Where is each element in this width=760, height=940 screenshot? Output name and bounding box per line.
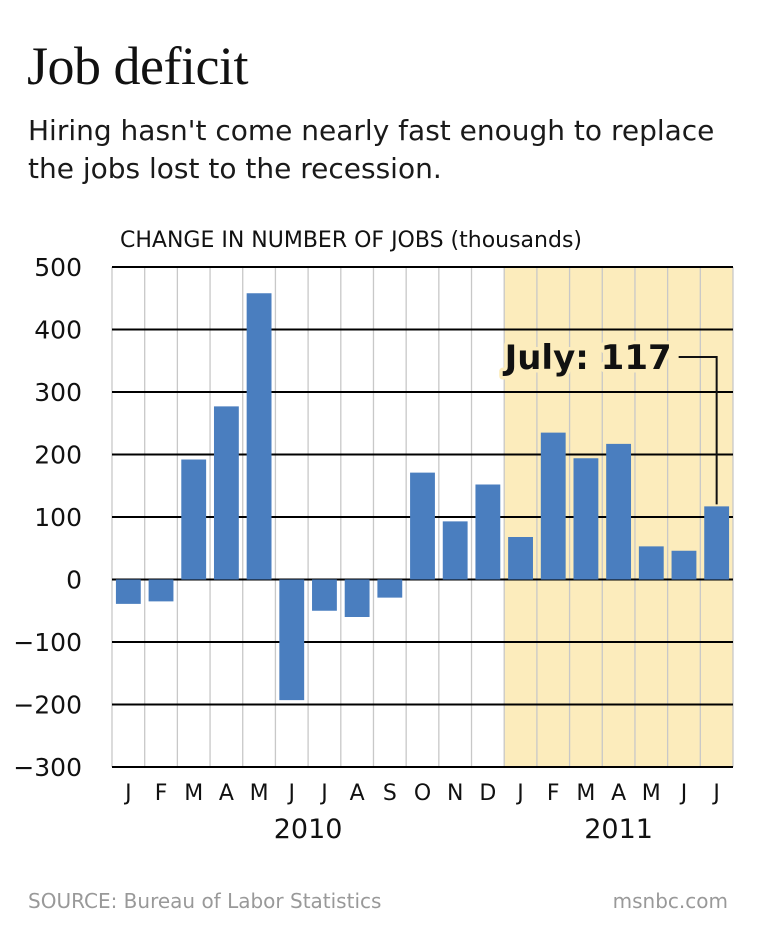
bar (606, 443, 632, 580)
x-tick-label: A (350, 781, 365, 806)
x-tick-label: A (219, 781, 234, 806)
x-tick-label: J (123, 781, 132, 806)
y-tick-label: 400 (34, 316, 82, 345)
x-tick-label: J (711, 781, 720, 806)
bar (573, 458, 599, 580)
x-tick-label: M (642, 781, 661, 806)
bar (475, 484, 501, 580)
bar (312, 579, 337, 611)
x-tick-label: F (547, 781, 560, 806)
bar (246, 293, 272, 580)
brand-credit: msnbc.com (612, 889, 728, 913)
chart-subtitle: Hiring hasn't come nearly fast enough to… (28, 114, 715, 185)
x-tick-label: J (515, 781, 524, 806)
bar (279, 579, 305, 701)
bar (638, 546, 664, 580)
bar (213, 406, 239, 580)
x-tick-label: M (250, 781, 269, 806)
bar (344, 579, 370, 617)
bar (115, 579, 141, 604)
y-tick-label: −200 (13, 691, 82, 720)
bar (181, 459, 207, 580)
x-tick-label: M (184, 781, 203, 806)
x-tick-label: S (383, 781, 397, 806)
bar (377, 579, 403, 598)
bar-layer (115, 293, 730, 701)
annotation-label: July: 117 (503, 338, 672, 378)
y-axis-label: CHANGE IN NUMBER OF JOBS (thousands) (120, 228, 582, 253)
y-tick-label: 200 (34, 441, 82, 470)
y-tick-label: 500 (34, 253, 82, 282)
y-tick-label: 0 (66, 566, 82, 595)
bar (671, 550, 697, 580)
y-tick-label: 100 (34, 503, 82, 532)
y-tick-label: 300 (34, 378, 82, 407)
bar (540, 432, 566, 580)
bar (410, 472, 435, 580)
x-tick-label: J (679, 781, 688, 806)
x-tick-label: F (155, 781, 168, 806)
source-note: SOURCE: Bureau of Labor Statistics (28, 889, 382, 913)
x-tick-label: A (611, 781, 626, 806)
x-tick-label: O (414, 781, 431, 806)
bar (442, 521, 468, 580)
chart-title: Job deficit (27, 36, 248, 96)
x-tick-label: J (319, 781, 328, 806)
annotation-leader-line (678, 356, 718, 505)
year-label: 2011 (584, 814, 653, 845)
bar (148, 579, 174, 602)
x-tick-label: D (479, 781, 496, 806)
x-tick-label: M (576, 781, 595, 806)
year-label: 2010 (274, 814, 343, 845)
y-tick-label: −300 (13, 753, 82, 782)
bar (508, 537, 533, 580)
x-tick-label: J (287, 781, 296, 806)
y-tick-label: −100 (13, 628, 82, 657)
bar (704, 506, 730, 580)
x-tick-label: N (447, 781, 463, 806)
